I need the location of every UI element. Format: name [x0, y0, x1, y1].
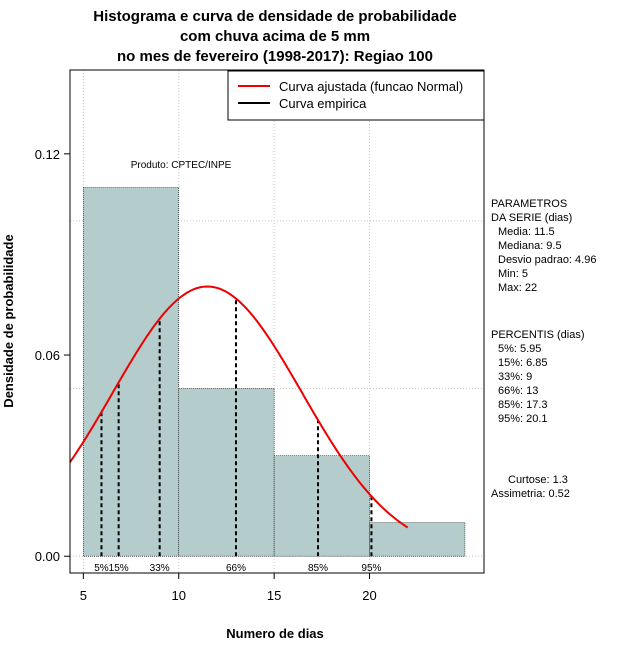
- curtose: Curtose: 1.3: [508, 474, 568, 486]
- histogram-bar: [369, 522, 466, 557]
- x-tick-label: 5: [80, 588, 87, 603]
- x-tick-label: 10: [172, 588, 186, 603]
- histogram-bars: [83, 187, 466, 557]
- y-tick-label: 0.00: [35, 549, 60, 564]
- legend-label-fitted: Curva ajustada (funcao Normal): [279, 79, 463, 94]
- percentil-66: 66%: 13: [498, 385, 538, 397]
- x-tick-label: 15: [267, 588, 281, 603]
- y-tick-label: 0.12: [35, 147, 60, 162]
- param-min: Min: 5: [498, 268, 528, 280]
- annotation-product: Produto: CPTEC/INPE: [131, 160, 232, 171]
- histogram-bar: [178, 388, 275, 557]
- legend: Curva ajustada (funcao Normal) Curva emp…: [227, 70, 485, 121]
- percentile-label: 95%: [361, 563, 381, 574]
- percentile-lines: 5% 15% 33% 66% 85% 95%: [94, 298, 382, 574]
- param-media: Media: 11.5: [498, 226, 555, 238]
- percentile-label: 15%: [109, 563, 129, 574]
- histogram-bar: [83, 187, 180, 557]
- percentil-33: 33%: 9: [498, 371, 532, 383]
- side-panel: PARAMETROS DA SERIE (dias) Media: 11.5 M…: [491, 198, 596, 500]
- legend-label-empirical: Curva empirica: [279, 96, 367, 111]
- legend-box: [227, 70, 485, 121]
- param-desvio: Desvio padrao: 4.96: [498, 254, 596, 266]
- params-header-1: PARAMETROS: [491, 198, 567, 210]
- percentile-label: 66%: [226, 563, 246, 574]
- y-axis-title: Densidade de probabilidade: [1, 234, 16, 407]
- param-max: Max: 22: [498, 282, 537, 294]
- percentil-15: 15%: 6.85: [498, 357, 548, 369]
- percentile-label: 33%: [150, 563, 170, 574]
- percentil-5: 5%: 5.95: [498, 343, 541, 355]
- percentile-label: 85%: [308, 563, 328, 574]
- x-axis: 5 10 15 20: [80, 573, 377, 603]
- normal-curve-group: [69, 285, 409, 529]
- normal-curve: [69, 285, 409, 529]
- plot-frame: [69, 69, 485, 574]
- percentil-85: 85%: 17.3: [498, 399, 548, 411]
- chart-title-line-1: Histograma e curva de densidade de proba…: [93, 8, 456, 25]
- chart-title-line-2: com chuva acima de 5 mm: [180, 28, 370, 45]
- x-tick-label: 20: [362, 588, 376, 603]
- y-axis: 0.00 0.06 0.12: [35, 147, 70, 564]
- chart-title-line-3: no mes de fevereiro (1998-2017): Regiao …: [117, 48, 433, 65]
- assimetria: Assimetria: 0.52: [491, 488, 570, 500]
- params-header-2: DA SERIE (dias): [491, 212, 572, 224]
- percentil-95: 95%: 20.1: [498, 413, 548, 425]
- param-mediana: Mediana: 9.5: [498, 240, 562, 252]
- percentile-label: 5%: [94, 563, 109, 574]
- y-tick-label: 0.06: [35, 348, 60, 363]
- x-axis-title: Numero de dias: [226, 626, 324, 641]
- percentis-header: PERCENTIS (dias): [491, 329, 585, 341]
- histogram-bar: [273, 455, 370, 557]
